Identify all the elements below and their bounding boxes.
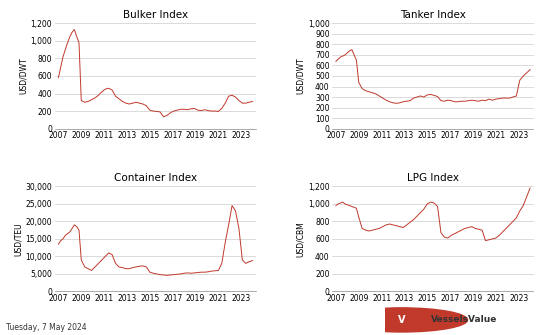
Text: V: V: [398, 315, 405, 325]
Y-axis label: USD/DWT: USD/DWT: [19, 58, 28, 94]
Text: Tuesday, 7 May 2024: Tuesday, 7 May 2024: [6, 323, 86, 332]
Text: VesselsValue: VesselsValue: [431, 316, 498, 324]
Y-axis label: USD/TEU: USD/TEU: [14, 222, 23, 256]
Title: Container Index: Container Index: [114, 173, 197, 183]
Circle shape: [336, 308, 468, 332]
Y-axis label: USD/CBM: USD/CBM: [296, 221, 305, 257]
Title: Bulker Index: Bulker Index: [123, 10, 188, 20]
Y-axis label: USD/DWT: USD/DWT: [296, 58, 305, 94]
Title: LPG Index: LPG Index: [407, 173, 459, 183]
Title: Tanker Index: Tanker Index: [400, 10, 466, 20]
